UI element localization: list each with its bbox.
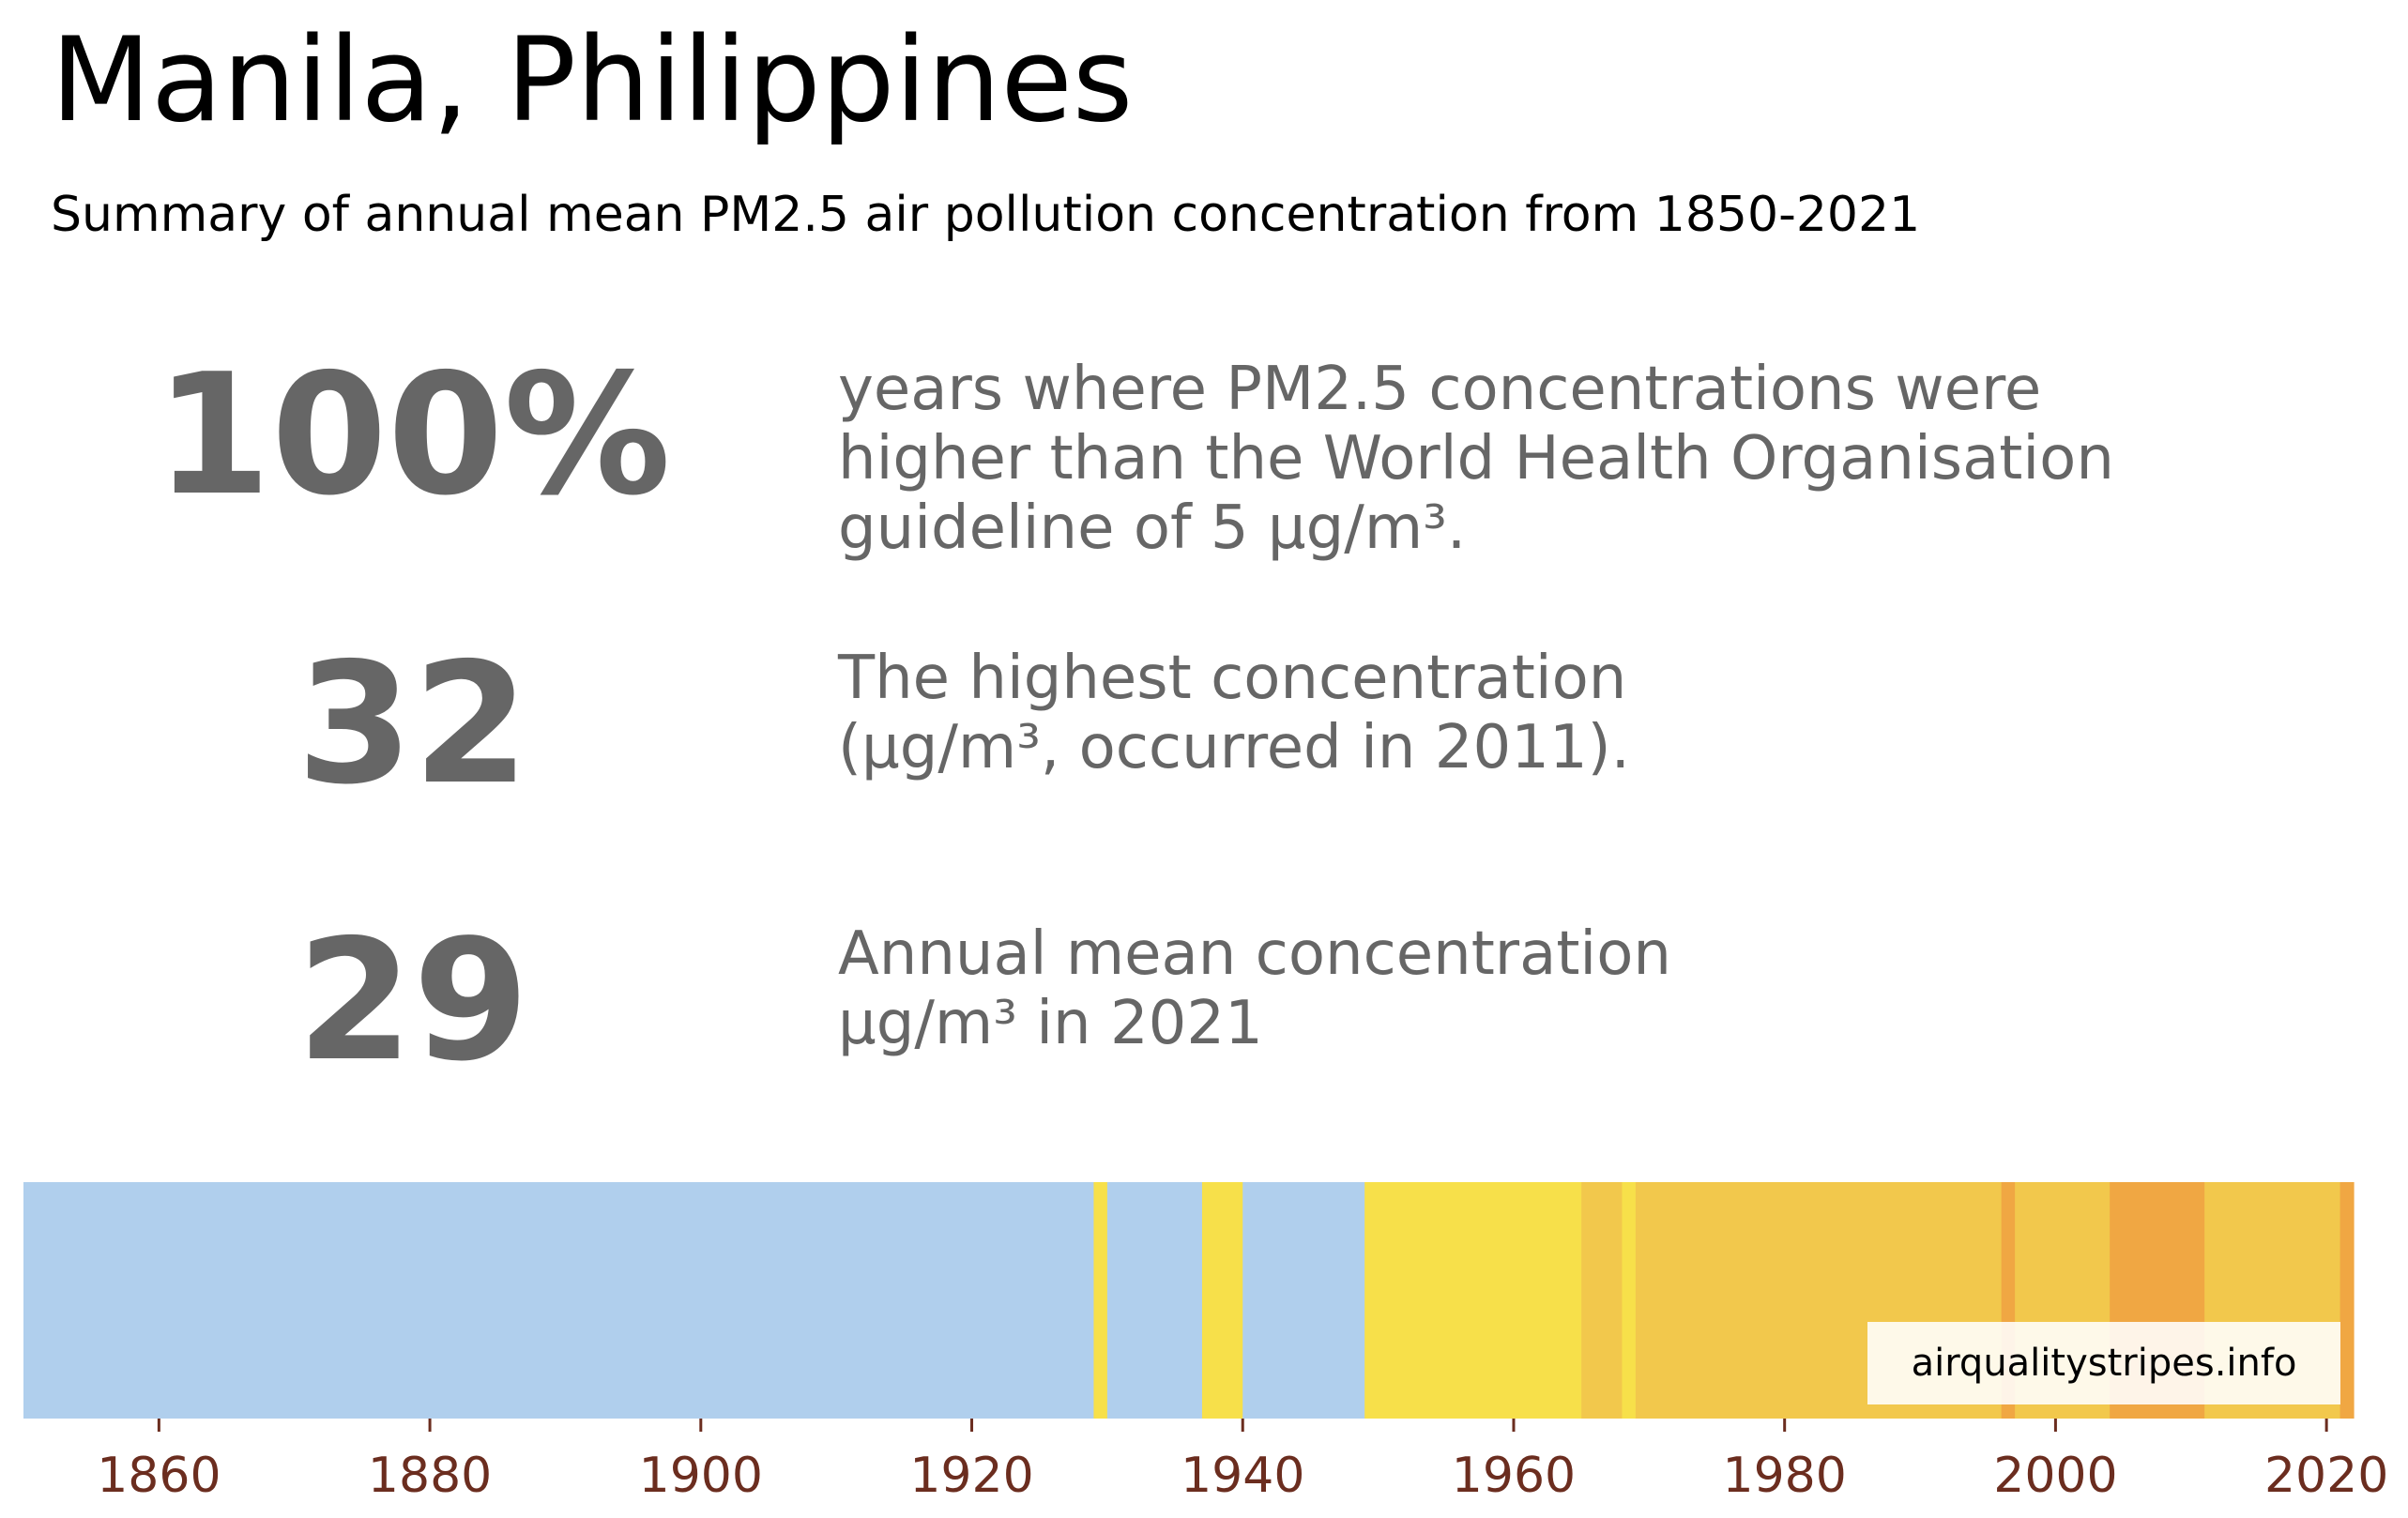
stripe-band-1968-1969 xyxy=(1622,1182,1637,1419)
page-subtitle: Summary of annual mean PM2.5 air polluti… xyxy=(51,187,1921,243)
stripe-band-2021-2022 xyxy=(2339,1182,2355,1419)
x-tick-label-1980: 1980 xyxy=(1723,1448,1847,1504)
stripe-band-1940-1949 xyxy=(1242,1182,1365,1419)
stripe-band-1930-1937 xyxy=(1106,1182,1203,1419)
stripe-band-1937-1940 xyxy=(1201,1182,1243,1419)
x-tick-label-1960: 1960 xyxy=(1452,1448,1576,1504)
stat-desc-highest-concentration: The highest concentration (µg/m³, occurr… xyxy=(838,644,1630,782)
x-tick-label-2020: 2020 xyxy=(2264,1448,2388,1504)
x-tick-label-1880: 1880 xyxy=(368,1448,492,1504)
x-axis-ticks: 1860 1880 1900 1920 1940 1960 1980 2000 2020 xyxy=(97,1419,2388,1504)
stat-desc-years-above-guideline: years where PM2.5 concentrations were hi… xyxy=(838,355,2114,563)
stat-desc-annual-mean: Annual mean concentration µg/m³ in 2021 xyxy=(838,919,1671,1058)
stripe-band-1949-1965 xyxy=(1364,1182,1582,1419)
stat-value-years-above-guideline: 100% xyxy=(155,338,671,532)
stat-value-annual-mean: 29 xyxy=(297,903,529,1098)
page-title: Manila, Philippines xyxy=(51,13,1134,148)
x-tick-label-1860: 1860 xyxy=(97,1448,221,1504)
stripe-band-1929-1930 xyxy=(1093,1182,1108,1419)
x-tick-label-1940: 1940 xyxy=(1181,1448,1304,1504)
x-tick-label-1900: 1900 xyxy=(639,1448,763,1504)
source-label: airqualitystripes.info xyxy=(1912,1342,2297,1385)
x-tick-label-2000: 2000 xyxy=(1993,1448,2117,1504)
stripe-band-1850-1929 xyxy=(23,1182,1095,1419)
x-tick-label-1920: 1920 xyxy=(909,1448,1033,1504)
source-label-box xyxy=(1867,1322,2340,1404)
stat-value-highest-concentration: 32 xyxy=(297,627,529,821)
stripe-band-1965-1968 xyxy=(1581,1182,1623,1419)
